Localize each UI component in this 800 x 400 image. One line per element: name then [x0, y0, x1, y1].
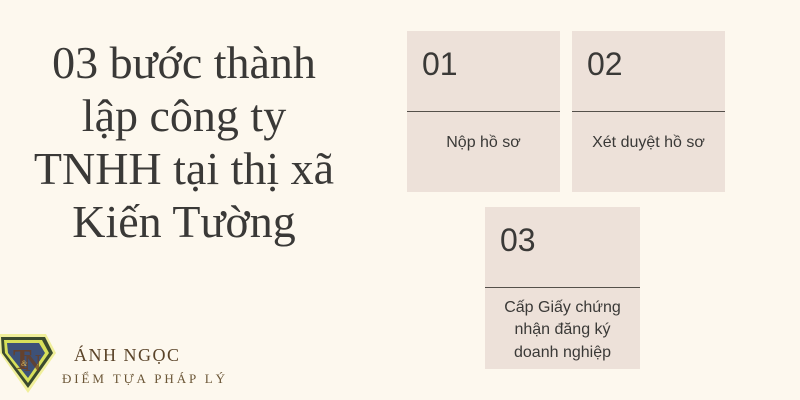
svg-text:&: & [21, 359, 28, 368]
